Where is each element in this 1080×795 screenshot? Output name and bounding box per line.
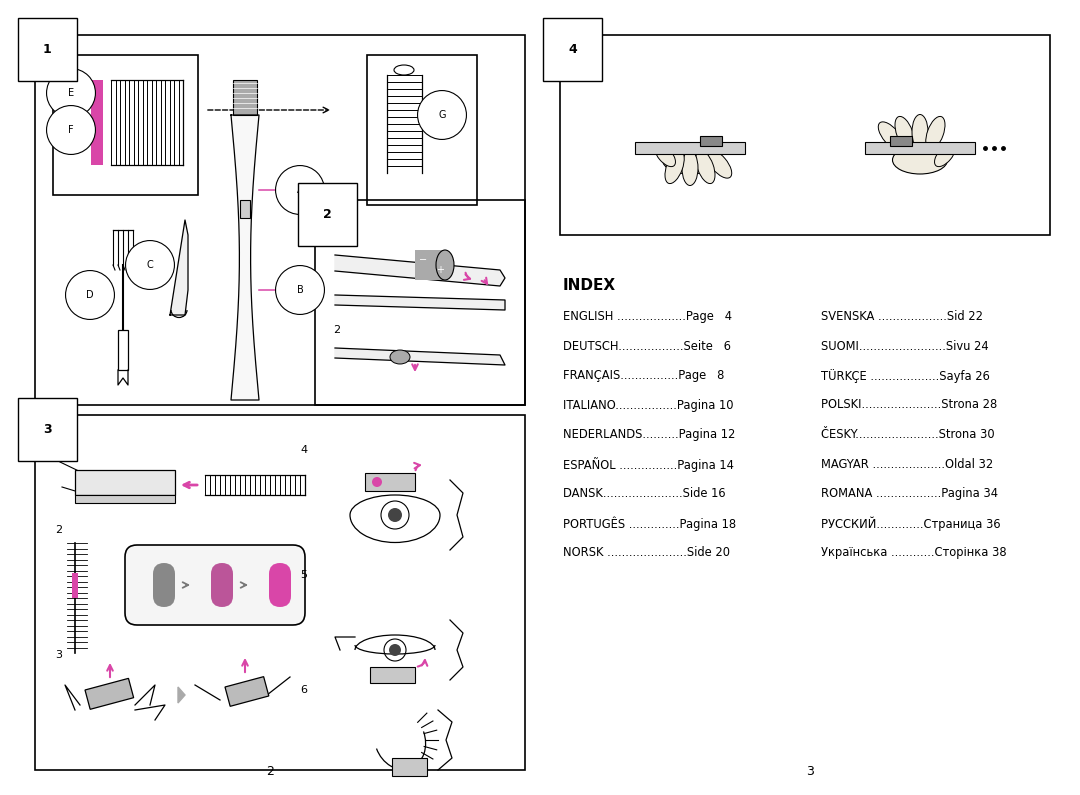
Ellipse shape <box>696 150 715 184</box>
Ellipse shape <box>436 250 454 280</box>
Polygon shape <box>335 348 505 365</box>
Text: G: G <box>438 110 446 120</box>
Text: A: A <box>297 185 303 195</box>
Bar <box>392 758 427 776</box>
Ellipse shape <box>878 122 904 150</box>
Polygon shape <box>231 115 259 400</box>
Text: C: C <box>147 260 153 270</box>
Bar <box>561 35 1050 235</box>
Bar <box>635 142 745 154</box>
Text: Українська ............Сторінка 38: Українська ............Сторінка 38 <box>821 546 1007 559</box>
Text: DANSK......................Side 16: DANSK......................Side 16 <box>563 487 726 500</box>
Text: DEUTSCH..................Seite   6: DEUTSCH..................Seite 6 <box>563 339 731 352</box>
Text: 4: 4 <box>568 43 577 56</box>
Text: PORTUGÊS ..............Pagina 18: PORTUGÊS ..............Pagina 18 <box>563 517 737 531</box>
Text: 3: 3 <box>55 650 62 660</box>
Bar <box>365 473 415 491</box>
Bar <box>233 80 257 115</box>
Text: 1: 1 <box>333 230 340 240</box>
Ellipse shape <box>934 143 956 167</box>
Polygon shape <box>170 220 188 315</box>
Text: 2: 2 <box>323 208 332 221</box>
Text: РУССКИЙ.............Страница 36: РУССКИЙ.............Страница 36 <box>821 517 1001 531</box>
Text: ROMANA ..................Pagina 34: ROMANA ..................Pagina 34 <box>821 487 998 500</box>
Text: SVENSKA ...................Sid 22: SVENSKA ...................Sid 22 <box>821 310 983 323</box>
Text: INDEX: INDEX <box>563 278 616 293</box>
Ellipse shape <box>665 150 685 184</box>
Text: 1: 1 <box>55 445 62 455</box>
Ellipse shape <box>706 149 732 178</box>
Polygon shape <box>178 687 185 703</box>
Bar <box>85 678 134 709</box>
Text: ESPAÑOL ................Pagina 14: ESPAÑOL ................Pagina 14 <box>563 457 734 472</box>
Bar <box>240 200 249 218</box>
Bar <box>315 200 525 405</box>
Text: 2: 2 <box>266 765 274 778</box>
Bar <box>415 250 445 280</box>
Text: E: E <box>68 88 75 98</box>
Ellipse shape <box>388 508 402 522</box>
Text: B: B <box>297 285 303 295</box>
Ellipse shape <box>372 477 382 487</box>
Text: FRANÇAIS................Page   8: FRANÇAIS................Page 8 <box>563 369 725 382</box>
Ellipse shape <box>895 116 914 149</box>
Ellipse shape <box>912 114 928 149</box>
Bar <box>35 415 525 770</box>
Bar <box>72 573 78 598</box>
Text: 3: 3 <box>43 423 52 436</box>
Text: 2: 2 <box>55 525 63 535</box>
Text: 1: 1 <box>43 43 52 56</box>
Text: −: − <box>419 255 427 265</box>
Text: SUOMI........................Sivu 24: SUOMI........................Sivu 24 <box>821 339 988 352</box>
Ellipse shape <box>662 146 717 174</box>
Text: 3: 3 <box>806 765 814 778</box>
Bar <box>118 330 129 370</box>
Text: 4: 4 <box>300 445 307 455</box>
Text: POLSKI......................Strona 28: POLSKI......................Strona 28 <box>821 398 997 412</box>
FancyBboxPatch shape <box>269 563 291 607</box>
Text: NORSK ......................Side 20: NORSK ......................Side 20 <box>563 546 730 559</box>
Text: ČESKY.......................Strona 30: ČESKY.......................Strona 30 <box>821 428 995 441</box>
Bar <box>367 55 477 205</box>
Ellipse shape <box>389 644 401 656</box>
FancyBboxPatch shape <box>211 563 233 607</box>
Ellipse shape <box>926 116 945 149</box>
FancyBboxPatch shape <box>125 545 305 625</box>
Bar <box>890 136 912 146</box>
Bar <box>53 55 198 195</box>
Text: TÜRKÇE ...................Sayfa 26: TÜRKÇE ...................Sayfa 26 <box>821 369 990 383</box>
Bar <box>865 142 975 154</box>
FancyBboxPatch shape <box>153 563 175 607</box>
Text: 6: 6 <box>300 685 307 695</box>
Ellipse shape <box>681 150 698 185</box>
Bar <box>91 80 103 165</box>
Bar <box>225 677 269 706</box>
Bar <box>75 495 175 503</box>
Bar <box>370 667 415 683</box>
Text: MAGYAR ....................Oldal 32: MAGYAR ....................Oldal 32 <box>821 457 994 471</box>
Bar <box>75 470 175 495</box>
Text: NEDERLANDS..........Pagina 12: NEDERLANDS..........Pagina 12 <box>563 428 735 441</box>
Text: ENGLISH ...................Page   4: ENGLISH ...................Page 4 <box>563 310 732 323</box>
Text: +: + <box>436 265 444 275</box>
Polygon shape <box>335 255 505 286</box>
Bar <box>700 136 723 146</box>
Ellipse shape <box>892 146 947 174</box>
Ellipse shape <box>654 143 675 167</box>
Ellipse shape <box>394 65 414 75</box>
Ellipse shape <box>390 350 410 364</box>
Text: ITALIANO.................Pagina 10: ITALIANO.................Pagina 10 <box>563 398 733 412</box>
Bar <box>35 35 525 405</box>
Polygon shape <box>335 295 505 310</box>
Text: 2: 2 <box>333 325 340 335</box>
Text: F: F <box>68 125 73 135</box>
Text: D: D <box>86 290 94 300</box>
Text: 5: 5 <box>300 570 307 580</box>
